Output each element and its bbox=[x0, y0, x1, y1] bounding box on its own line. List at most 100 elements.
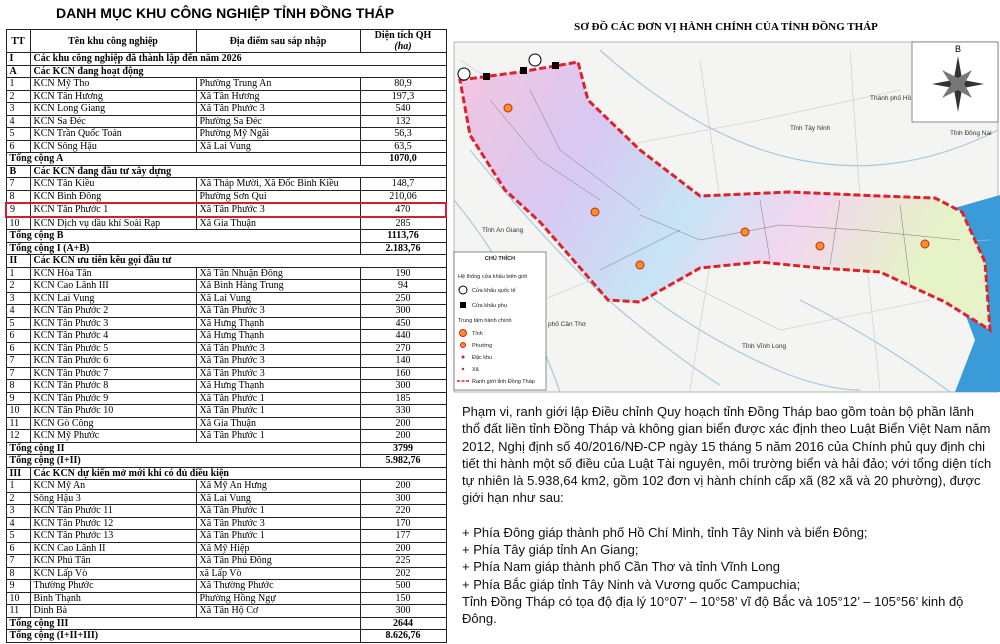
table-row: 1 KCN Mỹ An Xã Mỹ An Hưng 200 bbox=[5, 479, 447, 493]
cell-tt: 4 bbox=[5, 516, 31, 530]
cell-name: KCN Tân Phước 11 bbox=[29, 504, 197, 518]
cell-area: 300 bbox=[359, 604, 447, 618]
cell-area: 177 bbox=[359, 529, 447, 543]
cell-name: KCN Tân Hương bbox=[29, 89, 197, 103]
cell-total-label: Tổng cộng II bbox=[5, 441, 361, 455]
cell-location: Xã Tân Phú Đông bbox=[195, 554, 361, 568]
cell-location: Xã Tân Hộ Cơ bbox=[195, 604, 361, 618]
cell-area: 63,5 bbox=[359, 139, 447, 153]
cell-location: Xã Tân Phước 3 bbox=[195, 366, 361, 380]
cell-name: KCN Hòa Tân bbox=[29, 266, 197, 280]
table-row: 4 KCN Tân Phước 2 Xã Tân Phước 3 300 bbox=[5, 304, 447, 318]
header-cell: Địa điểm sau sáp nhập bbox=[195, 29, 361, 53]
cell-tt: B bbox=[5, 164, 31, 178]
cell-area: 500 bbox=[359, 579, 447, 593]
cell-location: Xã Tân Phước 1 bbox=[195, 429, 361, 443]
cell-name: KCN Tân Phước 12 bbox=[29, 516, 197, 530]
cell-area: 200 bbox=[359, 479, 447, 493]
cell-area: 285 bbox=[359, 216, 447, 230]
cell-tt: 11 bbox=[5, 416, 31, 430]
legend: CHÚ THÍCH Hệ thống cửa khẩu biên giới Cử… bbox=[453, 251, 547, 391]
header-cell: TT bbox=[5, 29, 31, 53]
cell-name: KCN Phú Tân bbox=[29, 554, 197, 568]
cell-tt: I bbox=[5, 52, 31, 66]
commune-lines bbox=[489, 89, 961, 286]
cell-area: 300 bbox=[359, 304, 447, 318]
cell-location: Xã Tân Hương bbox=[195, 89, 361, 103]
cell-tt: 11 bbox=[5, 604, 31, 618]
table-row: 10 KCN Tân Phước 10 Xã Tân Phước 1 330 bbox=[5, 404, 447, 418]
cell-tt: 5 bbox=[5, 316, 31, 330]
compass: B bbox=[911, 41, 999, 123]
place-label: Tỉnh Đồng Nai bbox=[950, 128, 992, 137]
cell-area: 190 bbox=[359, 266, 447, 280]
cell-tt: 3 bbox=[5, 504, 31, 518]
cell-area: 270 bbox=[359, 341, 447, 355]
cell-location: Xã Tân Phước 3 bbox=[195, 516, 361, 530]
cell-tt: 3 bbox=[5, 291, 31, 305]
cell-name: Thường Phước bbox=[29, 579, 197, 593]
table-row: Tổng cộng B 1113,76 bbox=[5, 229, 447, 243]
table-row: 3 KCN Lai Vung Xã Lai Vung 250 bbox=[5, 291, 447, 305]
cell-name: KCN Tân Phước 9 bbox=[29, 391, 197, 405]
table-row: 1 KCN Mỹ Tho Phường Trung An 80,9 bbox=[5, 77, 447, 91]
cell-area: 170 bbox=[359, 516, 447, 530]
cell-location: Xã Tân Phước 3 bbox=[195, 102, 361, 116]
cell-location: Xã Tân Phước 3 bbox=[195, 202, 361, 218]
cell-tt: 7 bbox=[5, 366, 31, 380]
cell-area: 250 bbox=[359, 291, 447, 305]
legend-item: Xã bbox=[472, 367, 480, 373]
cell-location: Xã Tân Phước 3 bbox=[195, 304, 361, 318]
cell-area: 300 bbox=[359, 491, 447, 505]
cell-name: KCN Bình Đông bbox=[29, 189, 197, 204]
north-label: B bbox=[955, 44, 961, 54]
cell-location: Xã Lai Vung bbox=[195, 139, 361, 153]
cell-tt: 10 bbox=[5, 216, 31, 230]
header-cell: Tên khu công nghiệp bbox=[29, 29, 197, 53]
cell-area: 200 bbox=[359, 429, 447, 443]
table-row: 6 KCN Tân Phước 4 Xã Hưng Thạnh 440 bbox=[5, 329, 447, 343]
cell-name: KCN Mỹ Tho bbox=[29, 77, 197, 91]
table-row: 2 KCN Tân Hương Xã Tân Hương 197,3 bbox=[5, 89, 447, 103]
cell-tt: 1 bbox=[5, 479, 31, 493]
cell-name: Bình Thạnh bbox=[29, 591, 197, 605]
cell-location: Phường Sơn Qui bbox=[195, 189, 361, 204]
cell-name: KCN Tân Phước 4 bbox=[29, 329, 197, 343]
cell-area: 150 bbox=[359, 591, 447, 605]
place-label: Tỉnh An Giang bbox=[482, 226, 524, 234]
legend-group: Hệ thống cửa khẩu biên giới bbox=[458, 273, 527, 280]
table-panel: DANH MỤC KHU CÔNG NGHIỆP TỈNH ĐỒNG THÁP … bbox=[0, 0, 450, 644]
cell-name: KCN Tân Phước 2 bbox=[29, 304, 197, 318]
cell-tt: 12 bbox=[5, 429, 31, 443]
cell-tt: 6 bbox=[5, 329, 31, 343]
legend-item: Tỉnh bbox=[472, 330, 483, 337]
cell-location: Phường Mỹ Ngãi bbox=[195, 127, 361, 141]
cell-total-label: Tổng cộng B bbox=[5, 229, 361, 243]
cell-location: Xã Tân Phước 1 bbox=[195, 504, 361, 518]
cell-section: Các khu công nghiệp đã thành lập đến năm… bbox=[29, 52, 447, 66]
cell-section: Các KCN đang đầu tư xây dựng bbox=[29, 164, 447, 178]
cell-tt: 9 bbox=[5, 579, 31, 593]
cell-area: 2.183,76 bbox=[359, 241, 447, 255]
cell-area: 200 bbox=[359, 416, 447, 430]
cell-area: 3799 bbox=[359, 441, 447, 455]
cell-name: KCN Mỹ An bbox=[29, 479, 197, 493]
cell-name: KCN Tân Phước 6 bbox=[29, 354, 197, 368]
industrial-zone-table: TT Tên khu công nghiệp Địa điểm sau sáp … bbox=[5, 29, 447, 643]
cell-area: 5.982,76 bbox=[359, 454, 447, 468]
table-row: 3 KCN Long Giang Xã Tân Phước 3 540 bbox=[5, 102, 447, 116]
table-row: 6 KCN Tân Phước 5 Xã Tân Phước 3 270 bbox=[5, 341, 447, 355]
header-unit: (ha) bbox=[394, 41, 412, 52]
cell-location: Xã Hưng Thạnh bbox=[195, 379, 361, 393]
table-row: 3 KCN Tân Phước 11 Xã Tân Phước 1 220 bbox=[5, 504, 447, 518]
province-boundary bbox=[458, 60, 992, 333]
cell-total-label: Tổng cộng (I+II) bbox=[5, 454, 361, 468]
cell-name: KCN Tân Phước 10 bbox=[29, 404, 197, 418]
cell-tt: 3 bbox=[5, 102, 31, 116]
table-row: 7 KCN Tân Phước 6 Xã Tân Phước 3 140 bbox=[5, 354, 447, 368]
cell-tt: III bbox=[5, 466, 31, 480]
table-row: 8 KCN Tân Phước 8 Xã Hưng Thạnh 300 bbox=[5, 379, 447, 393]
map-title: SƠ ĐỒ CÁC ĐƠN VỊ HÀNH CHÍNH CỦA TỈNH ĐỒN… bbox=[574, 20, 878, 33]
legend-item: Phường bbox=[472, 343, 492, 349]
border-item: + Phía Bắc giáp tỉnh Tây Ninh và Vương q… bbox=[462, 576, 801, 592]
